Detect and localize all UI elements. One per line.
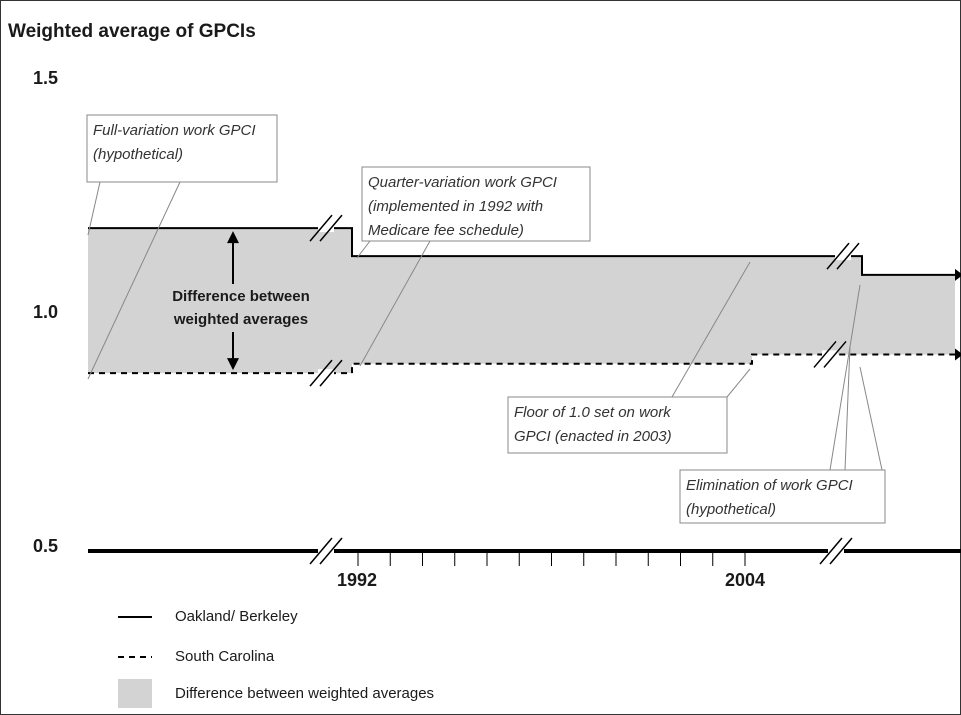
- break-mark: [829, 537, 853, 565]
- arrow-head: [227, 358, 239, 371]
- arrow-head: [955, 348, 961, 361]
- annotation-text: Elimination of work GPCI: [686, 477, 853, 494]
- annotation-text: Full-variation work GPCI: [93, 122, 256, 139]
- difference-area: [88, 228, 955, 374]
- annotation-pointer: [87, 181, 181, 380]
- annotation-text: Floor of 1.0 set on work: [514, 404, 672, 421]
- legend-label: Difference between weighted averages: [175, 685, 434, 702]
- legend-swatch: [118, 679, 152, 708]
- annotation-pointer: [671, 261, 751, 398]
- annotation-text: GPCI (enacted in 2003): [514, 428, 672, 445]
- annotation-pointer: [356, 240, 371, 259]
- break-mark: [826, 242, 850, 270]
- break-gap: [318, 547, 334, 555]
- x-tick-label: 1992: [337, 570, 377, 590]
- annotation-text: (hypothetical): [93, 146, 183, 163]
- y-tick-label: 1.5: [33, 68, 58, 88]
- difference-label: weighted averages: [173, 311, 308, 328]
- annotation-box: [507, 396, 728, 454]
- annotation-text: Medicare fee schedule): [368, 222, 524, 239]
- break-gap: [318, 369, 334, 378]
- arrow-head: [955, 268, 961, 281]
- label-bg: [150, 284, 332, 332]
- break-mark: [823, 340, 847, 368]
- annotation-pointer: [844, 345, 851, 471]
- chart-title: Weighted average of GPCIs: [8, 21, 256, 42]
- break-mark: [819, 537, 843, 565]
- annotation-pointer: [859, 366, 883, 471]
- break-gap: [822, 350, 838, 359]
- annotation-text: (implemented in 1992 with: [368, 198, 543, 215]
- arrow-head: [227, 231, 239, 244]
- break-gap: [828, 547, 844, 555]
- y-tick-label: 1.0: [33, 302, 58, 322]
- break-gap: [835, 252, 851, 261]
- legend-label: Oakland/ Berkeley: [175, 608, 298, 625]
- annotation-box: [679, 469, 886, 524]
- annotation-pointer: [829, 284, 861, 471]
- break-mark: [813, 340, 837, 368]
- break-mark: [309, 359, 333, 387]
- annotation-pointer: [87, 181, 101, 236]
- series-line: [88, 353, 955, 375]
- series-line: [88, 227, 955, 276]
- annotation-box: [361, 166, 591, 242]
- break-mark: [836, 242, 860, 270]
- x-tick-label: 2004: [725, 570, 765, 590]
- break-mark: [309, 537, 333, 565]
- break-gap: [318, 224, 334, 233]
- difference-label: Difference between: [172, 288, 310, 305]
- annotation-pointer: [726, 368, 751, 398]
- y-tick-label: 0.5: [33, 536, 58, 556]
- annotation-text: Quarter-variation work GPCI: [368, 174, 557, 191]
- annotation-text: (hypothetical): [686, 501, 776, 518]
- legend-label: South Carolina: [175, 648, 275, 665]
- break-mark: [319, 214, 343, 242]
- break-mark: [319, 359, 343, 387]
- annotation-pointer: [359, 240, 431, 367]
- break-mark: [319, 537, 343, 565]
- annotation-box: [86, 114, 278, 183]
- break-mark: [309, 214, 333, 242]
